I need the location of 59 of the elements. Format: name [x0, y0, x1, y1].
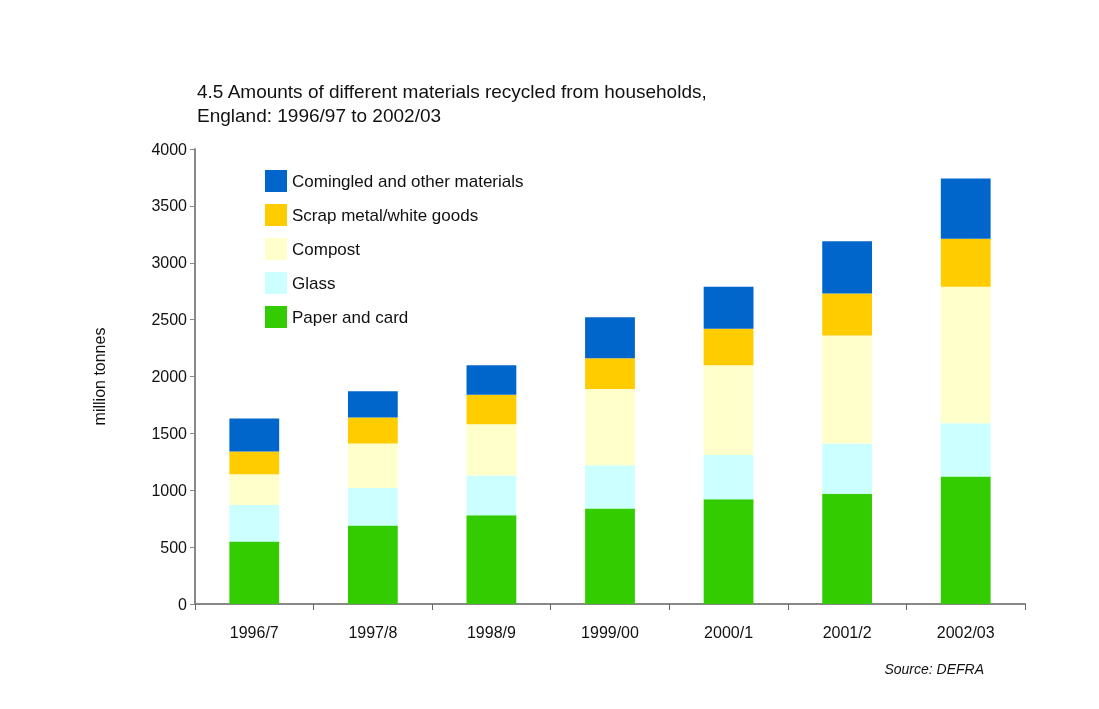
bar [940, 286, 991, 424]
y-axis-title: million tonnes [90, 327, 108, 426]
bar [466, 394, 517, 425]
bar [229, 541, 280, 604]
bar [585, 389, 635, 466]
bar [585, 358, 635, 390]
bar [940, 476, 991, 604]
bar [822, 493, 873, 604]
bar [585, 508, 635, 604]
x-tick-label: 1999/00 [581, 623, 640, 641]
bar [940, 423, 991, 477]
bar [466, 515, 517, 604]
bar [585, 465, 635, 509]
x-tick-label: 2002/03 [936, 623, 995, 641]
bar [347, 391, 398, 418]
y-tick-label: 3000 [151, 254, 188, 272]
bar [703, 454, 754, 500]
bar [703, 328, 754, 366]
x-tick-label: 1997/8 [348, 623, 398, 641]
y-tick-label: 1000 [151, 481, 188, 499]
bar [703, 365, 754, 455]
source-note: Source: DEFRA [884, 661, 985, 677]
y-tick-label: 1500 [151, 424, 188, 442]
y-tick-label: 3500 [151, 197, 188, 215]
legend-label: Compost [292, 239, 361, 259]
x-tick-label: 2001/2 [822, 623, 872, 641]
y-tick-label: 4000 [151, 140, 188, 158]
bar [347, 525, 398, 604]
chart-title: 4.5 Amounts of different materials recycled from households, England: 1996/97 to 2002/03 [197, 80, 707, 126]
bar [347, 443, 398, 488]
bar [822, 293, 873, 336]
legend-label: Glass [292, 273, 336, 293]
bar [822, 335, 873, 444]
bar [466, 424, 517, 476]
bar [703, 286, 754, 329]
bar [466, 365, 517, 395]
bar [466, 475, 517, 516]
legend-label: Paper and card [292, 307, 409, 327]
bar [229, 474, 280, 506]
bar [822, 443, 873, 494]
bar [229, 418, 280, 452]
legend-label: Scrap metal/white goods [292, 205, 479, 225]
bar [585, 317, 635, 359]
bar [822, 241, 873, 294]
bar [347, 487, 398, 526]
bar [229, 451, 280, 475]
y-tick-label: 2000 [151, 368, 188, 385]
y-tick-label: 0 [178, 595, 188, 613]
x-tick-label: 1998/9 [466, 623, 516, 641]
bar [940, 178, 991, 239]
bar [703, 499, 754, 604]
x-tick-label: 2000/1 [704, 623, 754, 641]
bar [229, 505, 280, 542]
bar [940, 238, 991, 287]
y-tick-label: 2500 [151, 311, 188, 329]
legend-label: Comingled and other materials [292, 171, 524, 191]
x-tick-label: 1996/7 [229, 623, 279, 641]
y-tick-label: 500 [160, 538, 188, 556]
bar [347, 417, 398, 444]
